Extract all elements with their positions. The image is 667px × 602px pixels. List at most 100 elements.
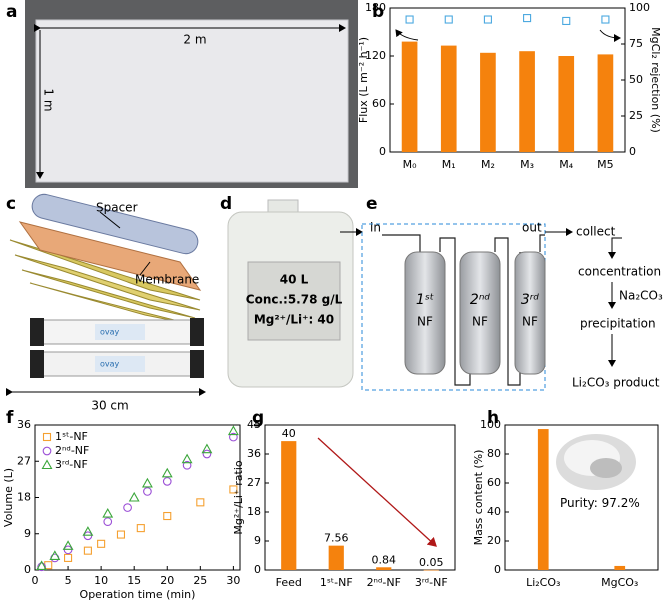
module-c: Spacer Membrane ovay ovay 30 cm (6, 193, 206, 413)
process-e-shape (514, 251, 546, 375)
marker (102, 507, 114, 518)
process-e: in out 1ˢᵗ NF 2ⁿᵈ NF 3ʳᵈ NF collect conc… (340, 221, 663, 391)
y-tick-label: 36 (247, 447, 261, 460)
plot-frame (389, 7, 626, 153)
stage-label: NF (417, 315, 433, 329)
x-tick-label: M₀ (403, 158, 417, 171)
bar (328, 545, 344, 570)
container-d: 40 L Conc.:5.78 g/L Mg²⁺/Li⁺: 40 (227, 199, 354, 388)
y2-tick-label: 100 (629, 1, 650, 14)
x-tick-label: M5 (597, 158, 614, 171)
marker (97, 539, 106, 548)
marker (182, 460, 192, 470)
module-c-shape (30, 318, 44, 346)
y-tick-label: 36 (17, 418, 31, 431)
dimension-label: 1 m (42, 88, 56, 111)
x-tick-label: M₁ (442, 158, 456, 171)
bar (423, 569, 439, 571)
decorations (317, 29, 636, 547)
bar (401, 41, 418, 152)
y-axis-label: Volume (L) (2, 468, 15, 527)
y-tick-label: 20 (487, 534, 501, 547)
brand-label: ovay (100, 360, 120, 369)
y-tick-label: 45 (247, 418, 261, 431)
marker (82, 526, 94, 536)
x-tick-label: 30 (226, 574, 240, 587)
process-e-shape (382, 234, 545, 386)
marker (523, 14, 532, 23)
marker (37, 562, 46, 572)
x-tick-label: 5 (65, 574, 72, 587)
x-tick-label: MgCO₃ (601, 576, 638, 589)
step-label: precipitation (580, 317, 656, 331)
container-text: Conc.:5.78 g/L (246, 293, 343, 307)
bar (376, 567, 392, 570)
module-c-shape (190, 350, 204, 378)
x-tick-label: 20 (160, 574, 174, 587)
plot-frame (264, 424, 456, 571)
marker (163, 511, 172, 521)
bar (614, 565, 626, 570)
decorations-shape (317, 437, 437, 547)
marker (41, 459, 53, 470)
bar (281, 441, 297, 570)
step-label: concentration (578, 265, 661, 279)
data-label: 7.56 (324, 532, 349, 545)
decorations-shape (590, 458, 622, 478)
marker (42, 432, 52, 442)
panel-label: e (366, 194, 378, 214)
y-tick-label: 60 (372, 97, 386, 110)
marker (83, 546, 92, 555)
marker (49, 550, 61, 560)
dimension-label: 30 cm (91, 399, 128, 413)
module-c-shape (14, 254, 201, 311)
module-c-shape (190, 318, 204, 346)
container-text: 40 L (280, 273, 309, 287)
y2-axis-label: MgCl₂ rejection (%) (649, 27, 662, 133)
brand-label: ovay (100, 328, 120, 337)
bar (558, 56, 575, 152)
marker (62, 540, 74, 550)
y-tick-label: 9 (254, 534, 261, 547)
y-tick-label: 0 (379, 145, 386, 158)
stage-order: 2ⁿᵈ (470, 292, 490, 308)
x-tick-label: Li₂CO₃ (526, 576, 560, 589)
process-e-shape (608, 237, 622, 259)
marker (601, 15, 610, 24)
marker (196, 498, 205, 507)
module-c-shape (95, 324, 145, 340)
marker (562, 16, 571, 26)
x-tick-label: M₃ (520, 158, 534, 171)
x-tick-label: Feed (276, 576, 302, 589)
panel-label: c (6, 194, 16, 214)
panel-label: d (220, 194, 232, 214)
module-c-shape (18, 221, 202, 291)
panel-label: h (487, 408, 499, 428)
y2-tick-label: 50 (629, 73, 643, 86)
container-text: Mg²⁺/Li⁺: 40 (254, 313, 334, 327)
process-e-shape (459, 251, 501, 375)
marker (229, 485, 238, 494)
y-axis-label: Mass content (%) (472, 450, 485, 546)
x-tick-label: 25 (193, 574, 207, 587)
bar (440, 45, 457, 152)
y-tick-label: 0 (254, 563, 261, 576)
y-tick-label: 9 (24, 527, 31, 540)
marker (36, 560, 48, 571)
module-c-shape (95, 356, 145, 372)
marker (202, 449, 212, 459)
marker (201, 443, 213, 454)
container-d-shape (247, 261, 341, 341)
panel-labels: a b c d e f g h (6, 2, 499, 428)
reagent-label: Na₂CO₃ (619, 289, 663, 303)
photo-a-shape (35, 19, 349, 183)
stage-label: NF (472, 315, 488, 329)
legend-label: 1ˢᵗ-NF (55, 430, 88, 443)
panel-label: g (252, 408, 264, 428)
y2-tick-label: 25 (629, 109, 643, 122)
y2-tick-label: 0 (629, 145, 636, 158)
step-label: Li₂CO₃ product (572, 376, 660, 390)
flow-label: out (522, 221, 542, 235)
legend-label: 3ʳᵈ-NF (55, 458, 88, 471)
